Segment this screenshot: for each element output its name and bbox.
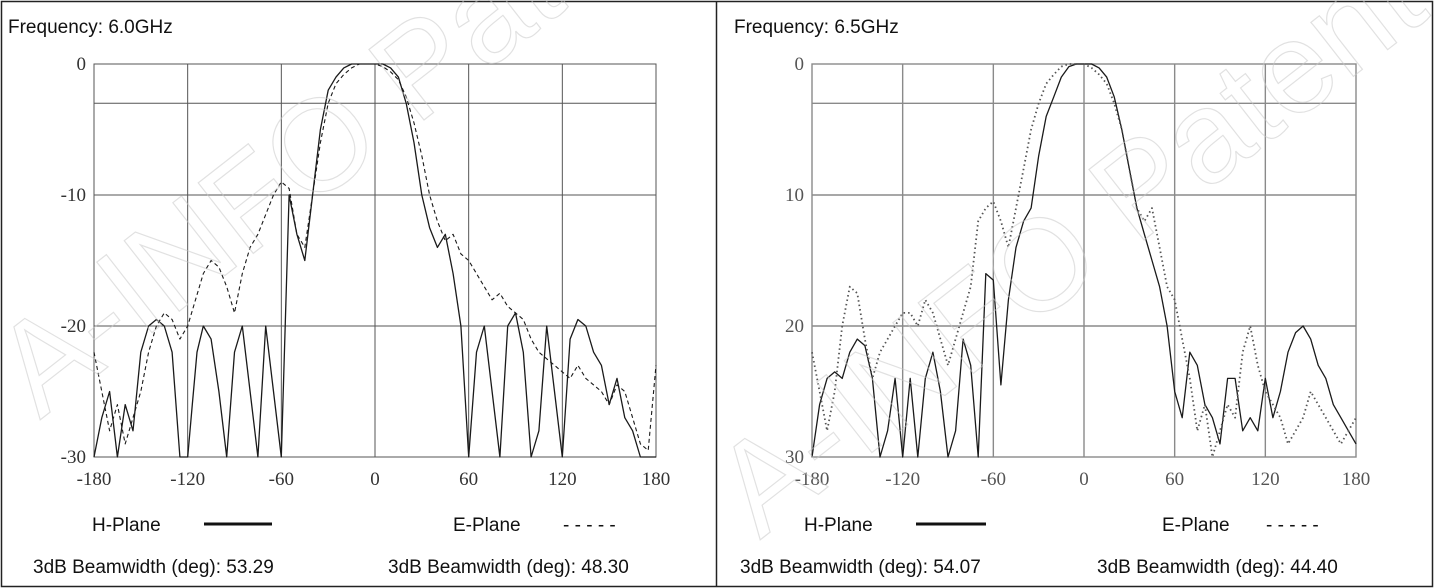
x-tick-labels: -180 -120 -60 0 60 120 180 (795, 469, 1371, 490)
y-tick-label: 30 (785, 447, 804, 468)
y-tick-label: -20 (61, 316, 86, 337)
y-tick-label: 20 (785, 316, 804, 337)
x-tick-label: -120 (885, 469, 920, 490)
frequency-label: Frequency: 6.5GHz (734, 17, 899, 38)
beamwidth-e-plane: 3dB Beamwidth (deg): 48.30 (388, 557, 629, 578)
x-tick-label: -120 (170, 469, 205, 490)
beamwidth-e-plane: 3dB Beamwidth (deg): 44.40 (1097, 557, 1338, 578)
x-tick-label: -60 (981, 469, 1006, 490)
x-tick-label: 120 (548, 469, 577, 490)
legend-e-plane-dashes: - - - - - (1266, 515, 1319, 536)
legend-h-plane-label: H-Plane (804, 515, 873, 536)
plot-grid (93, 63, 657, 458)
beamwidth-h-plane: 3dB Beamwidth (deg): 54.07 (740, 557, 981, 578)
legend-h-plane-label: H-Plane (92, 515, 161, 536)
y-tick-labels: 0 -10 -20 -30 (61, 54, 86, 468)
plot-series (93, 63, 657, 458)
series-line-e-plane (93, 63, 657, 451)
panel-right: Frequency: 6.5GHz 0 10 20 30 -180 -120 -60 0 60… (734, 17, 1370, 578)
x-tick-label: 0 (1079, 469, 1089, 490)
x-tick-label: 0 (370, 469, 380, 490)
y-tick-label: 0 (77, 54, 87, 75)
x-tick-label: 180 (642, 469, 671, 490)
y-tick-label: 0 (795, 54, 805, 75)
y-tick-labels: 0 10 20 30 (785, 54, 804, 468)
x-tick-label: 120 (1251, 469, 1280, 490)
legend-e-plane-dashes: - - - - - (563, 515, 616, 536)
beamwidth-h-plane: 3dB Beamwidth (deg): 53.29 (33, 557, 274, 578)
x-tick-label: 180 (1342, 469, 1371, 490)
series-line-e-plane (811, 63, 1357, 458)
x-tick-label: -60 (269, 469, 294, 490)
y-tick-label: 10 (785, 185, 804, 206)
panel-left: Frequency: 6.0GHz 0 -10 -20 -30 -180 -120 -60… (8, 17, 670, 578)
x-tick-labels: -180 -120 -60 0 60 120 180 (77, 469, 671, 490)
x-tick-label: -180 (795, 469, 830, 490)
legend-e-plane-label: E-Plane (453, 515, 521, 536)
x-tick-label: -180 (77, 469, 112, 490)
legend-e-plane-label: E-Plane (1162, 515, 1230, 536)
frequency-label: Frequency: 6.0GHz (8, 17, 173, 38)
x-tick-label: 60 (1165, 469, 1184, 490)
plot-series (811, 63, 1357, 458)
x-tick-label: 60 (459, 469, 478, 490)
y-tick-label: -10 (61, 185, 86, 206)
y-tick-label: -30 (61, 447, 86, 468)
